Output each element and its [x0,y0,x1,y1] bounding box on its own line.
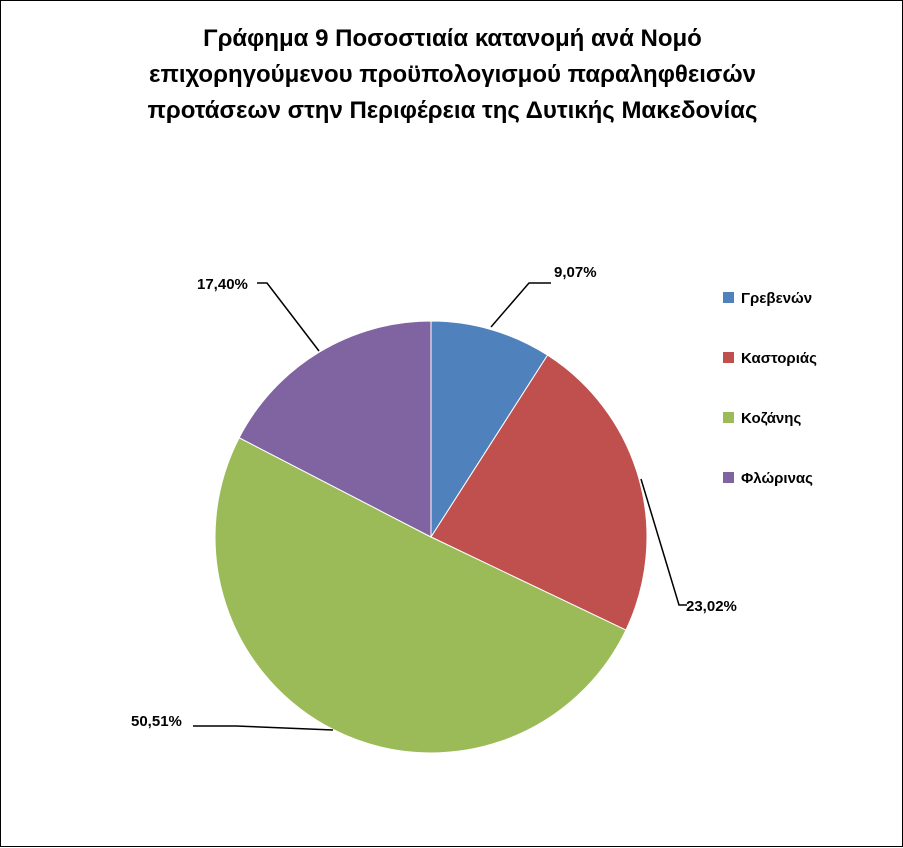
legend-label: Γρεβενών [741,290,812,307]
pie-slice-1 [430,320,549,539]
pie-slice-3 [214,437,627,754]
chart-title: Γράφημα 9 Ποσοστιαία κατανομή ανά Νομό ε… [1,21,903,129]
leader-line [490,282,551,328]
data-label: 23,02% [686,598,737,615]
pie-slice-4 [238,320,432,538]
legend-swatch [723,412,734,423]
legend-swatch [723,352,734,363]
legend-swatch [723,472,734,483]
leader-line [257,282,320,352]
legend-label: Καστοριάς [741,350,817,367]
data-label: 50,51% [131,713,182,730]
leader-line [193,725,334,731]
legend-label: Φλώρινας [741,470,813,487]
data-label: 9,07% [554,264,597,281]
pie-slice-2 [430,354,648,631]
chart-title-line: Γράφημα 9 Ποσοστιαία κατανομή ανά Νομό [203,25,702,52]
legend-label: Κοζάνης [741,410,801,427]
data-label: 17,40% [197,276,248,293]
leader-line [640,478,687,606]
chart-title-line: προτάσεων στην Περιφέρεια της Δυτικής Μα… [147,97,758,124]
chart-title-line: επιχορηγούμενου προϋπολογισμού παραληφθε… [149,61,756,88]
legend-swatch [723,292,734,303]
